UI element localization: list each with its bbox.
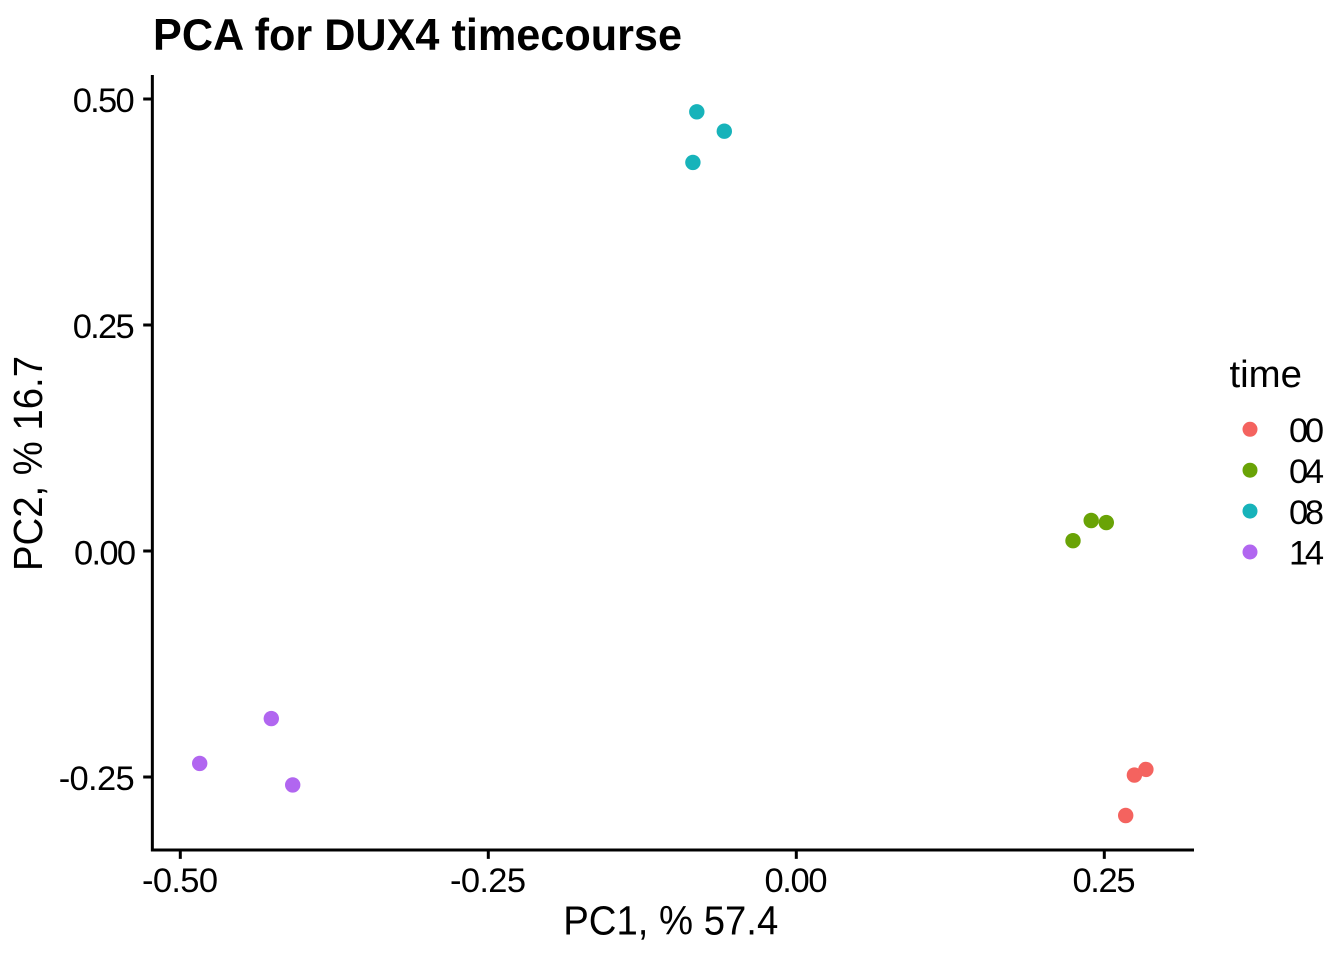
svg-text:00: 00 [1289,412,1324,450]
svg-text:PC1, % 57.4: PC1, % 57.4 [563,897,778,943]
svg-text:PCA for DUX4 timecourse: PCA for DUX4 timecourse [153,11,682,60]
svg-text:-0.25: -0.25 [450,862,526,900]
svg-text:PC2, % 16.7: PC2, % 16.7 [5,356,51,571]
svg-text:-0.50: -0.50 [142,862,218,900]
svg-text:0.00: 0.00 [765,862,828,900]
svg-text:0.25: 0.25 [73,308,135,346]
svg-text:04: 04 [1289,453,1324,491]
svg-text:08: 08 [1289,494,1324,532]
svg-text:14: 14 [1289,535,1324,573]
svg-text:0.50: 0.50 [73,82,135,120]
svg-text:-0.25: -0.25 [59,760,135,798]
svg-text:0.00: 0.00 [74,535,136,573]
svg-text:time: time [1230,354,1303,396]
svg-text:0.25: 0.25 [1073,862,1136,900]
